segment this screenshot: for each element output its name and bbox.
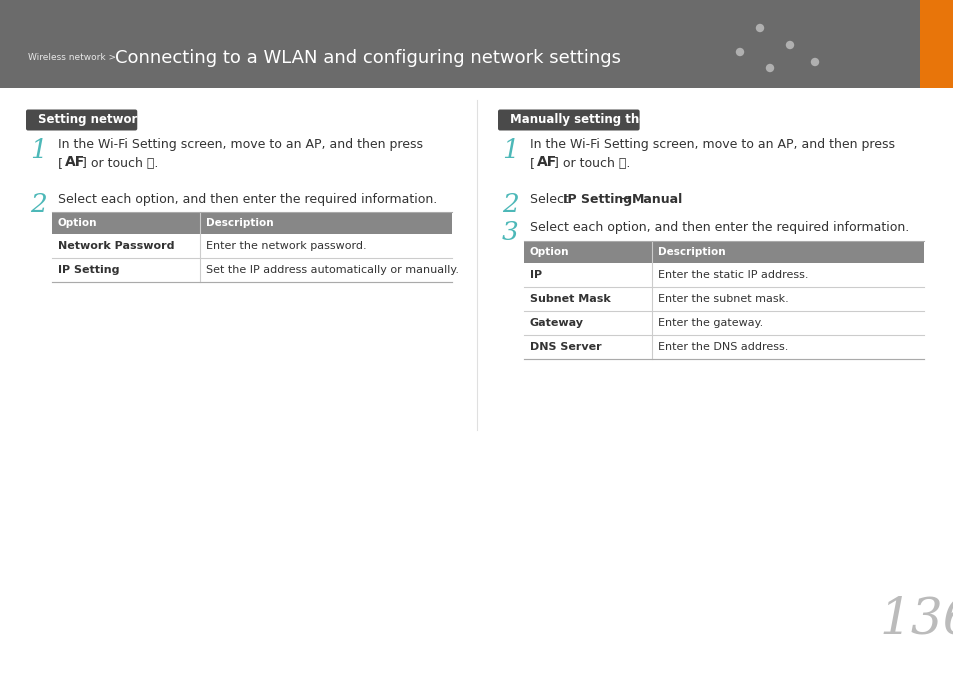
Text: Manual: Manual [631,193,682,206]
Bar [919,0,953,88]
Bar [52,212,452,234]
Text: Set the IP address automatically or manually.: Set the IP address automatically or manu… [206,265,458,275]
Text: Option: Option [58,218,97,228]
Text: Enter the static IP address.: Enter the static IP address. [658,270,807,280]
Text: 3: 3 [501,220,518,245]
Bar [523,241,923,263]
Text: Network Password: Network Password [58,241,174,251]
Text: Description: Description [658,247,725,257]
Circle shape [736,49,742,55]
Text: Enter the subnet mask.: Enter the subnet mask. [658,294,788,304]
Circle shape [785,41,793,49]
Text: IP Setting: IP Setting [562,193,632,206]
Text: 2: 2 [501,192,518,217]
Bar [523,287,923,311]
Text: Select each option, and then enter the required information.: Select each option, and then enter the r… [58,193,436,206]
Bar [523,311,923,335]
Text: Enter the DNS address.: Enter the DNS address. [658,342,787,352]
Text: AF: AF [65,155,85,169]
Text: Select: Select [530,193,572,206]
Text: DNS Server: DNS Server [530,342,601,352]
Text: In the Wi-Fi Setting screen, move to an AP, and then press: In the Wi-Fi Setting screen, move to an … [58,138,422,151]
Bar [523,263,923,287]
Text: Subnet Mask: Subnet Mask [530,294,610,304]
Text: Setting network options: Setting network options [38,114,198,126]
Text: Wireless network >: Wireless network > [28,53,116,62]
FancyBboxPatch shape [497,110,639,130]
Text: IP Setting: IP Setting [58,265,119,275]
Text: Option: Option [530,247,569,257]
Text: Enter the network password.: Enter the network password. [206,241,366,251]
Text: AF: AF [537,155,557,169]
Text: ] or touch ⓘ.: ] or touch ⓘ. [82,157,158,170]
Bar [0,0,953,88]
Bar [52,234,452,258]
Bar [523,335,923,359]
Text: Description: Description [206,218,274,228]
Circle shape [811,59,818,66]
Text: 1: 1 [30,138,47,163]
Text: →: → [617,193,635,206]
Text: Manually setting the IP address: Manually setting the IP address [510,114,720,126]
Text: [: [ [58,157,63,170]
Text: 1: 1 [501,138,518,163]
Text: ] or touch ⓘ.: ] or touch ⓘ. [554,157,630,170]
Text: Gateway: Gateway [530,318,583,328]
Circle shape [756,24,762,32]
Text: IP: IP [530,270,541,280]
Bar [52,258,452,282]
Text: Select each option, and then enter the required information.: Select each option, and then enter the r… [530,221,908,234]
Text: 2: 2 [30,192,47,217]
Text: 136: 136 [879,596,953,645]
Text: Enter the gateway.: Enter the gateway. [658,318,762,328]
Text: [: [ [530,157,535,170]
Circle shape [765,64,773,72]
Text: .: . [678,193,681,206]
FancyBboxPatch shape [26,110,137,130]
Text: In the Wi-Fi Setting screen, move to an AP, and then press: In the Wi-Fi Setting screen, move to an … [530,138,894,151]
Text: Connecting to a WLAN and configuring network settings: Connecting to a WLAN and configuring net… [115,49,620,67]
